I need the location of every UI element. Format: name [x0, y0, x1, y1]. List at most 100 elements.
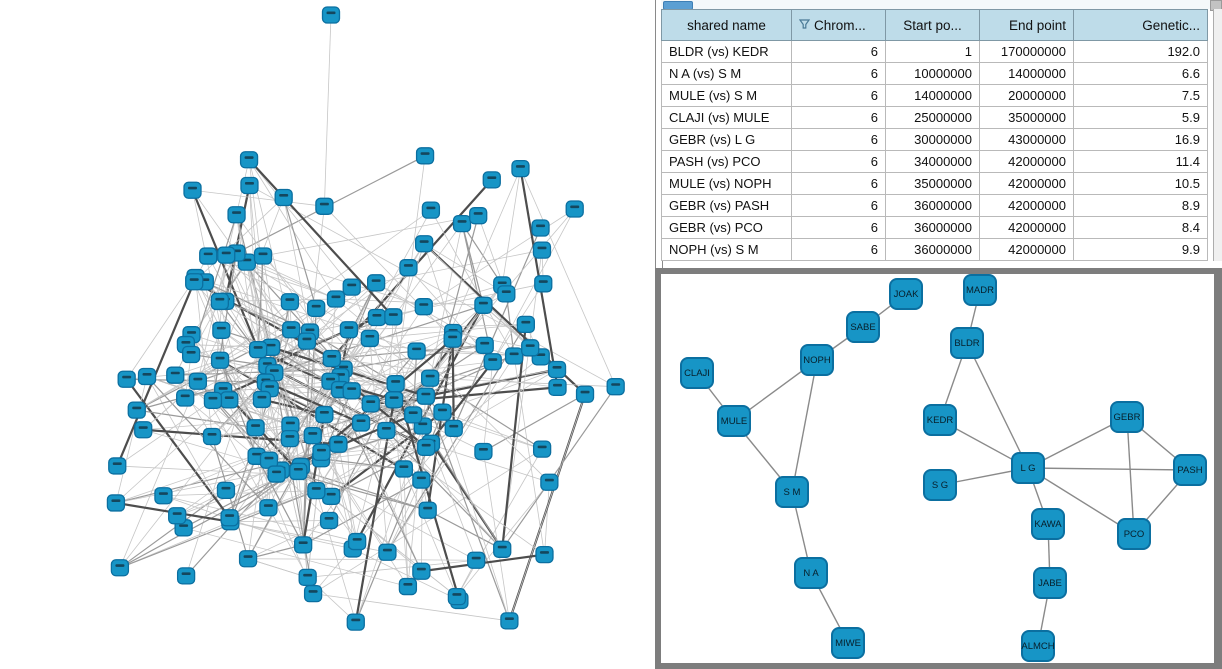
network-node-kedr[interactable]: KEDR	[923, 404, 957, 436]
network-node-jabe[interactable]: JABE	[1033, 567, 1067, 599]
column-header-chrom[interactable]: Chrom...	[791, 9, 886, 41]
table-cell[interactable]: CLAJI (vs) MULE	[661, 106, 792, 129]
network-node[interactable]	[307, 299, 326, 318]
table-cell[interactable]: 6	[791, 238, 886, 261]
network-node[interactable]	[452, 215, 472, 233]
network-node[interactable]	[386, 375, 405, 393]
network-node[interactable]	[253, 247, 273, 265]
network-node[interactable]	[360, 329, 379, 348]
network-node[interactable]	[274, 188, 293, 207]
network-node[interactable]	[521, 339, 540, 357]
table-cell[interactable]: 6	[791, 128, 886, 151]
table-cell[interactable]: 6	[791, 106, 886, 129]
network-node[interactable]	[407, 342, 426, 360]
vertical-scrollbar[interactable]	[1213, 9, 1222, 261]
network-node-s-g[interactable]: S G	[923, 469, 957, 501]
network-node[interactable]	[548, 378, 567, 396]
network-node[interactable]	[346, 613, 365, 631]
table-row[interactable]: GEBR (vs) PASH 6 36000000 42000000 8.9	[661, 194, 1208, 217]
network-node[interactable]	[342, 382, 361, 400]
network-node-kawa[interactable]: KAWA	[1031, 508, 1065, 540]
network-node[interactable]	[326, 290, 346, 308]
table-cell[interactable]: GEBR (vs) PCO	[661, 216, 792, 239]
large-network-nodes[interactable]	[106, 6, 625, 631]
network-node[interactable]	[181, 345, 201, 364]
table-row[interactable]: MULE (vs) S M 6 14000000 20000000 7.5	[661, 84, 1208, 107]
network-node[interactable]	[367, 308, 387, 327]
network-node[interactable]	[575, 385, 595, 403]
table-cell[interactable]: 8.4	[1073, 216, 1208, 239]
network-node[interactable]	[483, 353, 502, 371]
network-node[interactable]	[217, 246, 236, 264]
network-node-almch[interactable]: ALMCH	[1021, 630, 1055, 662]
column-header-shared-name[interactable]: shared name	[661, 9, 792, 41]
table-cell[interactable]: 192.0	[1073, 40, 1208, 63]
network-node[interactable]	[474, 296, 493, 314]
table-cell[interactable]: NOPH (vs) S M	[661, 238, 792, 261]
network-node[interactable]	[227, 206, 246, 224]
table-row[interactable]: GEBR (vs) L G 6 30000000 43000000 16.9	[661, 128, 1208, 151]
network-node[interactable]	[166, 366, 185, 384]
table-cell[interactable]: 14000000	[979, 62, 1074, 85]
network-node-pash[interactable]: PASH	[1173, 454, 1207, 486]
table-cell[interactable]: 9.9	[1073, 238, 1208, 261]
network-node[interactable]	[294, 536, 313, 554]
network-node[interactable]	[238, 550, 258, 568]
network-node[interactable]	[216, 481, 236, 499]
network-node[interactable]	[516, 315, 535, 334]
network-node[interactable]	[339, 321, 359, 339]
network-node[interactable]	[321, 6, 341, 24]
network-node[interactable]	[134, 421, 153, 439]
table-cell[interactable]: GEBR (vs) PASH	[661, 194, 792, 217]
table-cell[interactable]: MULE (vs) S M	[661, 84, 792, 107]
table-cell[interactable]: N A (vs) S M	[661, 62, 792, 85]
network-node[interactable]	[414, 235, 434, 253]
network-node[interactable]	[117, 370, 136, 388]
network-node[interactable]	[315, 197, 334, 215]
table-row[interactable]: PASH (vs) PCO 6 34000000 42000000 11.4	[661, 150, 1208, 173]
column-header-start-po[interactable]: Start po...	[885, 9, 980, 41]
network-node[interactable]	[418, 501, 437, 519]
small-network-canvas[interactable]: JOAK SABE NOPH CLAJI MULE S M N A MIWE MADR BLDR K…	[661, 274, 1214, 663]
network-node[interactable]	[469, 207, 488, 225]
network-node[interactable]	[210, 351, 230, 369]
network-node[interactable]	[532, 241, 552, 259]
network-node[interactable]	[497, 285, 516, 303]
network-node[interactable]	[249, 340, 268, 359]
network-node[interactable]	[127, 401, 146, 419]
network-node[interactable]	[384, 308, 403, 326]
network-node[interactable]	[467, 551, 486, 569]
network-node[interactable]	[239, 151, 259, 169]
network-node[interactable]	[282, 321, 301, 339]
network-node[interactable]	[348, 532, 367, 551]
network-node[interactable]	[246, 419, 265, 437]
table-cell[interactable]: 30000000	[885, 128, 980, 151]
horizontal-scrollbar[interactable]	[661, 0, 1222, 11]
network-node[interactable]	[297, 332, 317, 350]
network-node-pco[interactable]: PCO	[1117, 518, 1151, 550]
network-node[interactable]	[416, 387, 436, 405]
network-node[interactable]	[329, 435, 348, 453]
table-cell[interactable]: 11.4	[1073, 150, 1208, 173]
network-node[interactable]	[399, 259, 418, 277]
network-node[interactable]	[280, 293, 300, 311]
table-cell[interactable]: 10000000	[885, 62, 980, 85]
table-cell[interactable]: 36000000	[885, 194, 980, 217]
network-node[interactable]	[493, 540, 512, 558]
network-node[interactable]	[108, 457, 127, 475]
network-node[interactable]	[176, 389, 195, 407]
table-cell[interactable]: 42000000	[979, 150, 1074, 173]
table-cell[interactable]: 8.9	[1073, 194, 1208, 217]
network-node[interactable]	[188, 372, 208, 390]
network-node-noph[interactable]: NOPH	[800, 344, 834, 376]
table-cell[interactable]: 42000000	[979, 238, 1074, 261]
table-cell[interactable]: 6	[791, 216, 886, 239]
network-node[interactable]	[415, 147, 435, 165]
network-node[interactable]	[252, 390, 272, 409]
table-cell[interactable]: 1	[885, 40, 980, 63]
network-node-gebr[interactable]: GEBR	[1110, 401, 1144, 433]
network-node[interactable]	[106, 494, 126, 512]
table-row[interactable]: GEBR (vs) PCO 6 36000000 42000000 8.4	[661, 216, 1208, 239]
table-cell[interactable]: 6	[791, 194, 886, 217]
network-node-mule[interactable]: MULE	[717, 405, 751, 437]
